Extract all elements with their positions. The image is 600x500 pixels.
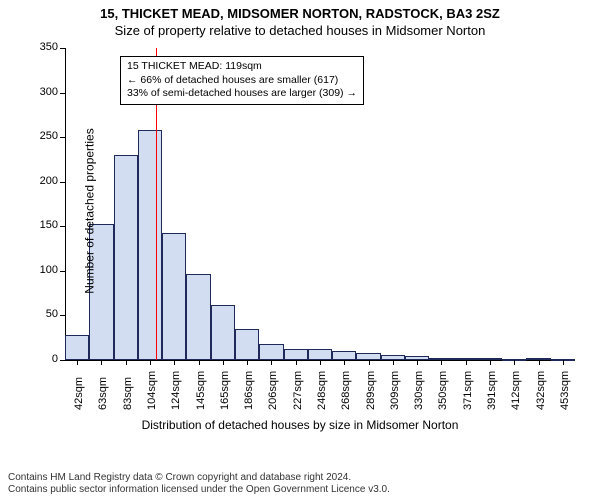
x-tick-mark [150, 360, 151, 365]
y-tick-mark [60, 360, 65, 361]
x-tick-mark [199, 360, 200, 365]
x-tick-label: 248sqm [316, 371, 328, 410]
histogram-bar [235, 329, 259, 360]
histogram-bar [332, 351, 356, 360]
y-tick-mark [60, 226, 65, 227]
x-tick-mark [296, 360, 297, 365]
x-tick-mark [320, 360, 321, 365]
y-axis [65, 48, 66, 360]
x-tick-mark [563, 360, 564, 365]
x-tick-label: 227sqm [292, 371, 304, 410]
x-tick-label: 268sqm [340, 371, 352, 410]
x-tick-label: 42sqm [73, 377, 85, 410]
x-tick-label: 145sqm [195, 371, 207, 410]
chart-title: 15, THICKET MEAD, MIDSOMER NORTON, RADST… [0, 0, 600, 21]
y-tick-mark [60, 137, 65, 138]
footer-line2: Contains public sector information licen… [8, 484, 390, 496]
y-tick-mark [60, 271, 65, 272]
x-tick-mark [77, 360, 78, 365]
x-tick-label: 453sqm [559, 371, 571, 410]
annotation-line1: 15 THICKET MEAD: 119sqm [127, 60, 357, 74]
histogram-bar [186, 274, 210, 360]
y-tick-label: 100 [30, 264, 58, 276]
footer-line1: Contains HM Land Registry data © Crown c… [8, 472, 390, 484]
x-tick-mark [417, 360, 418, 365]
x-tick-label: 124sqm [170, 371, 182, 410]
y-tick-label: 300 [30, 86, 58, 98]
y-axis-label: Number of detached properties [83, 128, 97, 293]
x-tick-mark [223, 360, 224, 365]
x-tick-mark [514, 360, 515, 365]
x-tick-label: 391sqm [486, 371, 498, 410]
x-tick-label: 186sqm [243, 371, 255, 410]
chart-container: 15, THICKET MEAD, MIDSOMER NORTON, RADST… [0, 0, 600, 500]
histogram-bar [162, 233, 186, 360]
x-tick-mark [271, 360, 272, 365]
x-tick-mark [490, 360, 491, 365]
x-tick-label: 206sqm [267, 371, 279, 410]
histogram-bar [138, 130, 162, 360]
x-tick-label: 165sqm [219, 371, 231, 410]
histogram-bar [65, 335, 89, 360]
histogram-bar [114, 155, 138, 360]
histogram-bar [308, 349, 332, 360]
y-tick-label: 50 [30, 308, 58, 320]
x-tick-label: 350sqm [437, 371, 449, 410]
histogram-bar [211, 305, 235, 360]
y-tick-mark [60, 182, 65, 183]
x-tick-mark [101, 360, 102, 365]
x-tick-mark [466, 360, 467, 365]
annotation-line2: ← 66% of detached houses are smaller (61… [127, 74, 357, 88]
x-tick-mark [174, 360, 175, 365]
x-tick-mark [344, 360, 345, 365]
histogram-bar [356, 353, 380, 360]
x-tick-mark [441, 360, 442, 365]
x-tick-mark [539, 360, 540, 365]
x-tick-mark [393, 360, 394, 365]
x-tick-mark [247, 360, 248, 365]
x-tick-label: 309sqm [389, 371, 401, 410]
histogram-bar [259, 344, 283, 360]
x-tick-label: 83sqm [122, 377, 134, 410]
y-tick-mark [60, 48, 65, 49]
y-tick-mark [60, 315, 65, 316]
x-axis-label: Distribution of detached houses by size … [0, 418, 600, 432]
y-tick-mark [60, 93, 65, 94]
x-tick-label: 432sqm [535, 371, 547, 410]
y-tick-label: 200 [30, 175, 58, 187]
annotation-line3: 33% of semi-detached houses are larger (… [127, 87, 357, 101]
footer: Contains HM Land Registry data © Crown c… [8, 472, 390, 496]
y-tick-label: 0 [30, 353, 58, 365]
annotation-box: 15 THICKET MEAD: 119sqm ← 66% of detache… [120, 56, 364, 105]
x-tick-label: 330sqm [413, 371, 425, 410]
x-tick-label: 63sqm [97, 377, 109, 410]
y-tick-label: 250 [30, 130, 58, 142]
x-tick-mark [126, 360, 127, 365]
chart-subtitle: Size of property relative to detached ho… [0, 21, 600, 38]
x-tick-label: 371sqm [462, 371, 474, 410]
y-tick-label: 150 [30, 219, 58, 231]
x-tick-mark [369, 360, 370, 365]
x-tick-label: 412sqm [510, 371, 522, 410]
x-tick-label: 289sqm [365, 371, 377, 410]
histogram-bar [284, 349, 308, 360]
y-tick-label: 350 [30, 41, 58, 53]
x-tick-label: 104sqm [146, 371, 158, 410]
